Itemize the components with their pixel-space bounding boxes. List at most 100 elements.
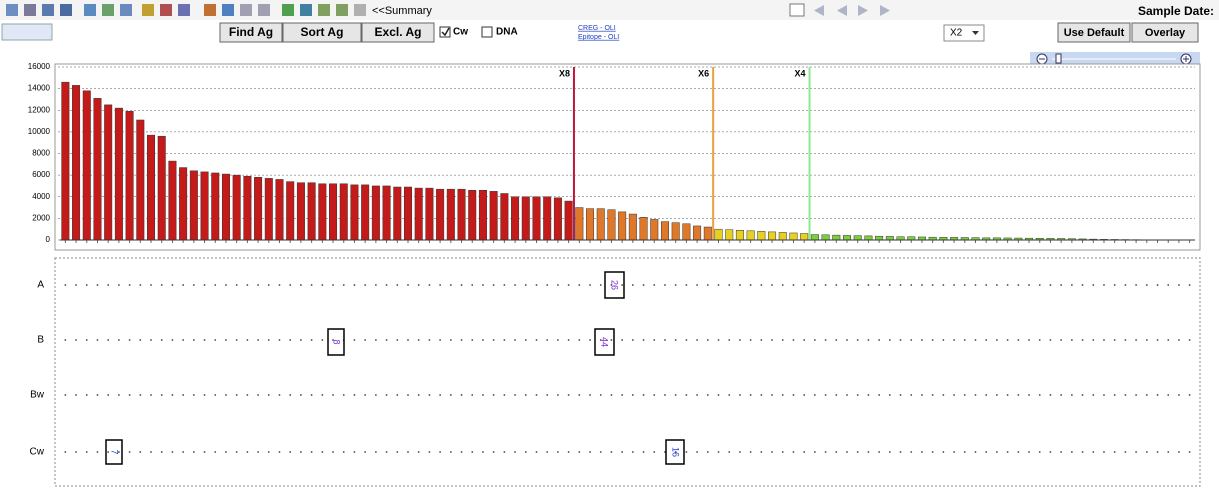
epitope-link[interactable]: Epitope - OLI — [578, 34, 619, 41]
placeholder-dot — [696, 451, 698, 453]
dna-checkbox[interactable] — [482, 27, 492, 37]
placeholder-dot — [921, 451, 923, 453]
placeholder-dot — [878, 339, 880, 341]
placeholder-dot — [86, 284, 88, 286]
placeholder-dot — [803, 284, 805, 286]
bar — [94, 98, 101, 240]
placeholder-dot — [942, 394, 944, 396]
placeholder-dot — [835, 394, 837, 396]
placeholder-dot — [332, 284, 334, 286]
placeholder-dot — [161, 339, 163, 341]
bar — [833, 235, 840, 240]
placeholder-dot — [878, 284, 880, 286]
placeholder-dot — [75, 451, 77, 453]
placeholder-dot — [707, 394, 709, 396]
placeholder-dot — [589, 451, 591, 453]
placeholder-dot — [846, 284, 848, 286]
placeholder-dot — [193, 451, 195, 453]
placeholder-dot — [900, 394, 902, 396]
placeholder-dot — [536, 339, 538, 341]
placeholder-dot — [279, 284, 281, 286]
placeholder-dot — [257, 394, 259, 396]
placeholder-dot — [546, 394, 548, 396]
placeholder-dot — [857, 339, 859, 341]
placeholder-dot — [739, 284, 741, 286]
allele: 8 — [332, 339, 342, 344]
placeholder-dot — [643, 394, 645, 396]
placeholder-dot — [942, 284, 944, 286]
placeholder-dot — [1125, 284, 1127, 286]
placeholder-dot — [172, 339, 174, 341]
placeholder-dot — [910, 451, 912, 453]
placeholder-dot — [1039, 394, 1041, 396]
bar — [415, 188, 422, 240]
placeholder-dot — [1125, 451, 1127, 453]
bar — [501, 194, 508, 240]
placeholder-dot — [685, 284, 687, 286]
bar — [351, 185, 358, 240]
placeholder-dot — [921, 339, 923, 341]
bar — [201, 172, 208, 240]
bar — [308, 183, 315, 240]
placeholder-dot — [835, 451, 837, 453]
placeholder-dot — [621, 451, 623, 453]
placeholder-dot — [568, 339, 570, 341]
placeholder-dot — [932, 284, 934, 286]
summary-link[interactable]: <<Summary — [372, 5, 432, 17]
placeholder-dot — [1157, 284, 1159, 286]
placeholder-dot — [193, 339, 195, 341]
placeholder-dot — [172, 451, 174, 453]
placeholder-dot — [86, 451, 88, 453]
placeholder-dot — [289, 339, 291, 341]
placeholder-dot — [439, 339, 441, 341]
bar — [725, 230, 732, 240]
placeholder-dot — [139, 394, 141, 396]
placeholder-dot — [107, 339, 109, 341]
placeholder-dot — [321, 339, 323, 341]
placeholder-dot — [825, 284, 827, 286]
placeholder-dot — [97, 451, 99, 453]
placeholder-dot — [97, 284, 99, 286]
placeholder-dot — [803, 394, 805, 396]
placeholder-dot — [139, 339, 141, 341]
placeholder-dot — [664, 339, 666, 341]
placeholder-dot — [450, 339, 452, 341]
placeholder-dot — [118, 284, 120, 286]
placeholder-dot — [236, 284, 238, 286]
placeholder-dot — [536, 394, 538, 396]
placeholder-dot — [568, 451, 570, 453]
placeholder-dot — [225, 339, 227, 341]
icon-button[interactable] — [2, 24, 52, 40]
placeholder-dot — [600, 451, 602, 453]
bar — [404, 187, 411, 240]
placeholder-dot — [910, 284, 912, 286]
placeholder-dot — [118, 339, 120, 341]
placeholder-dot — [204, 339, 206, 341]
threshold-label: X8 — [559, 68, 570, 78]
bar — [233, 175, 240, 240]
toolbar-icons — [6, 4, 366, 16]
placeholder-dot — [814, 339, 816, 341]
bar — [779, 232, 786, 240]
placeholder-dot — [868, 394, 870, 396]
creg-link[interactable]: CREG - OLI — [578, 25, 616, 32]
bar — [854, 236, 861, 240]
placeholder-dot — [1028, 284, 1030, 286]
placeholder-dot — [129, 451, 131, 453]
y-tick-label: 12000 — [28, 105, 51, 114]
placeholder-dot — [514, 284, 516, 286]
placeholder-dot — [900, 451, 902, 453]
placeholder-dot — [964, 394, 966, 396]
bar — [222, 174, 229, 240]
placeholder-dot — [289, 394, 291, 396]
placeholder-dot — [321, 394, 323, 396]
placeholder-dot — [793, 284, 795, 286]
placeholder-dot — [429, 394, 431, 396]
bar — [672, 223, 679, 240]
page-select[interactable] — [790, 4, 804, 16]
placeholder-dot — [364, 451, 366, 453]
placeholder-dot — [503, 451, 505, 453]
placeholder-dot — [1039, 451, 1041, 453]
